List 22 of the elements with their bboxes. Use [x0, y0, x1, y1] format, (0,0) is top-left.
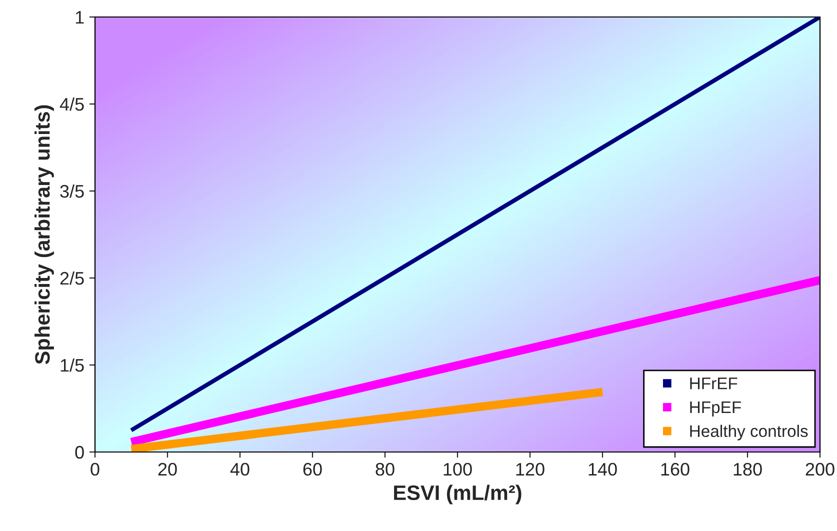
x-tick-label: 80: [376, 462, 394, 476]
x-tick-label: 160: [661, 462, 690, 476]
y-axis-title: Sphericity (arbitrary units): [34, 105, 54, 364]
y-tick-label: 3/5: [60, 184, 84, 198]
x-tick-label: 0: [90, 462, 100, 476]
y-tick-label: 1: [76, 11, 84, 24]
legend-label: HFpEF: [690, 402, 741, 416]
y-tick-label: 4/5: [60, 97, 84, 111]
x-tick-label: 180: [734, 462, 762, 476]
y-tick-label: 1/5: [60, 358, 84, 372]
legend-label: HFrEF: [690, 378, 738, 390]
x-tick-label: 200: [806, 462, 834, 476]
x-tick-label: 60: [303, 462, 322, 476]
x-tick-label: 120: [516, 462, 544, 476]
legend-label: Healthy controls: [690, 424, 808, 440]
x-tick-label: 100: [444, 462, 472, 476]
x-tick-label: 20: [158, 462, 177, 476]
x-axis-title: ESVI (mL/m²): [394, 484, 522, 504]
y-tick-label: 2/5: [60, 271, 84, 285]
x-tick-label: 40: [230, 462, 250, 476]
y-tick-label: 0: [75, 446, 84, 459]
x-tick-label: 140: [588, 462, 617, 476]
